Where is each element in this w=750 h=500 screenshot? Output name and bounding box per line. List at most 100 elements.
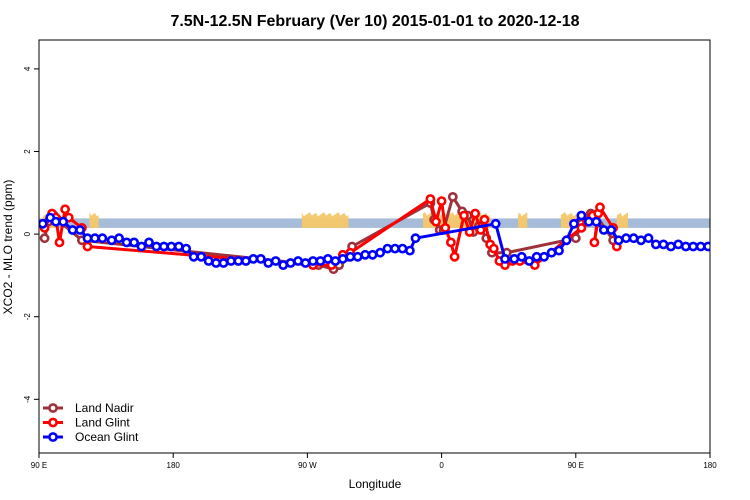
data-point (488, 243, 499, 254)
data-point (410, 233, 421, 244)
data-point (524, 256, 535, 266)
legend-swatch-marker (48, 432, 58, 442)
data-point (589, 237, 600, 248)
data-point (58, 216, 69, 227)
y-tick-label: 0 (23, 231, 32, 236)
plot-frame (38, 39, 711, 454)
data-point (60, 204, 70, 215)
data-point (643, 233, 654, 244)
y-axis: -4 -2 0 2 4 (23, 66, 39, 403)
data-point (255, 253, 266, 264)
data-point (114, 233, 124, 244)
data-point (636, 235, 646, 246)
x-tick-label: 90 W (298, 461, 317, 470)
data-point (97, 233, 108, 244)
y-axis-label: XCO2 - MLO trend (ppm) (1, 180, 15, 315)
x-tick-label: 0 (439, 461, 444, 470)
data-point (382, 243, 393, 254)
data-point (397, 243, 408, 254)
data-point (490, 218, 501, 229)
y-tick-label: -4 (23, 395, 32, 403)
data-point (703, 241, 710, 252)
data-point (479, 214, 490, 225)
data-point (449, 251, 460, 262)
data-point (375, 247, 385, 258)
chart-title: 7.5N-12.5N February (Ver 10) 2015-01-01 … (170, 13, 579, 30)
data-point (337, 253, 348, 264)
legend-entry: Ocean Glint (43, 430, 139, 444)
series-layer (39, 191, 710, 275)
data-point (470, 208, 481, 219)
data-point (595, 202, 605, 213)
legend-label: Land Glint (75, 416, 130, 430)
data-point (203, 256, 214, 266)
land-segment (89, 212, 99, 228)
data-point (576, 210, 587, 221)
data-point (606, 225, 617, 235)
data-point (440, 222, 451, 233)
data-point (75, 225, 85, 235)
legend-label: Ocean Glint (75, 430, 139, 444)
x-axis: 90 E 180 90 W 0 90 E 180 (31, 453, 717, 470)
data-point (293, 256, 303, 266)
data-point (539, 251, 549, 262)
data-point (576, 222, 587, 233)
data-point (459, 210, 469, 221)
data-point (263, 258, 274, 268)
data-point (151, 241, 162, 252)
data-point (367, 249, 378, 260)
data-point (136, 241, 147, 252)
data-point (445, 237, 456, 248)
data-point (583, 216, 594, 227)
legend-swatch-marker (48, 417, 58, 428)
legend-entry: Land Glint (43, 416, 130, 430)
data-point (561, 235, 572, 246)
data-point (447, 191, 458, 202)
y-tick-label: 2 (23, 149, 32, 154)
data-point (233, 256, 244, 266)
data-point (322, 253, 333, 264)
data-point (248, 253, 259, 264)
x-tick-label: 180 (167, 461, 181, 470)
data-point (54, 237, 65, 248)
data-point (144, 237, 154, 248)
data-point (181, 243, 192, 254)
data-point (188, 251, 199, 262)
legend-label: Land Nadir (75, 401, 134, 415)
data-point (196, 251, 207, 262)
data-point (688, 241, 699, 252)
legend-entry: Land Nadir (43, 401, 134, 415)
data-point (436, 196, 447, 206)
data-point (569, 218, 579, 229)
data-point (352, 251, 363, 262)
legend-swatch-marker (48, 403, 58, 413)
data-point (39, 233, 50, 244)
x-axis-label: Longitude (349, 477, 402, 491)
data-point (425, 194, 436, 204)
data-point (90, 233, 100, 244)
data-point (218, 258, 229, 268)
x-tick-label: 90 E (31, 461, 47, 470)
data-point (39, 218, 48, 229)
data-point (315, 256, 326, 266)
data-point (658, 239, 669, 250)
data-point (500, 253, 510, 264)
data-point (651, 239, 661, 250)
land-segment (616, 212, 628, 228)
data-point (121, 237, 132, 248)
data-point (554, 245, 564, 256)
data-point (516, 251, 527, 262)
y-tick-label: 4 (23, 66, 32, 71)
land-segment (301, 212, 349, 228)
data-point (621, 233, 631, 244)
x-tick-label: 180 (703, 461, 717, 470)
data-point (166, 241, 177, 252)
data-point (673, 239, 684, 250)
data-point (82, 241, 93, 252)
y-tick-label: -2 (23, 313, 32, 321)
data-point (404, 245, 415, 256)
data-point (431, 216, 441, 227)
data-point (270, 256, 281, 266)
data-point (591, 216, 602, 227)
